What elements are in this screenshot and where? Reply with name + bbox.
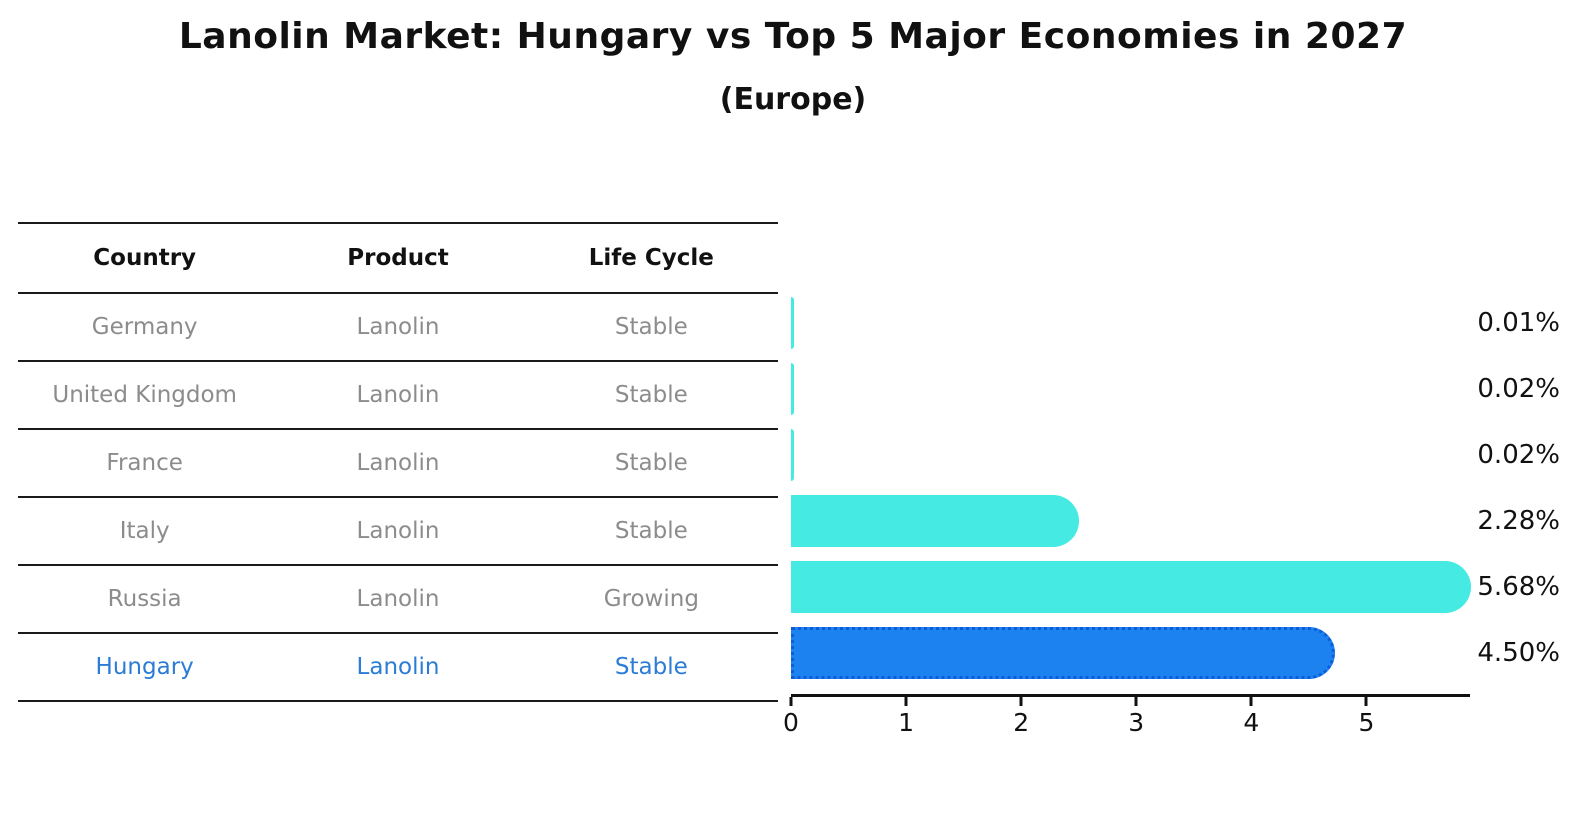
bar-germany [791, 297, 794, 349]
x-tick-label: 0 [783, 708, 799, 737]
x-tick-label: 2 [1013, 708, 1030, 737]
table-cell-life_cycle: Stable [614, 450, 688, 476]
table-row-russia: Russia Lanolin Growing [18, 564, 778, 632]
table-row-hungary: Hungary Lanolin Stable [18, 632, 778, 700]
table-cell-country: Germany [91, 314, 198, 340]
x-tick-label: 4 [1243, 708, 1260, 737]
value-label-united-kingdom: 0.02% [1477, 374, 1560, 404]
table-cell-country: Russia [107, 586, 182, 612]
table-header-cell-product: Product [347, 245, 449, 271]
table-header-row: Country Product Life Cycle [18, 222, 778, 292]
table-row-germany: Germany Lanolin Stable [18, 292, 778, 360]
bar-italy [791, 495, 1080, 547]
table-cell-life_cycle: Stable [614, 382, 688, 408]
table-cell-product: Lanolin [356, 450, 440, 476]
x-tick [1134, 697, 1138, 706]
x-axis: 0 1 2 3 4 5 [783, 694, 1470, 754]
x-tick-label: 3 [1128, 708, 1145, 737]
table-row-united-kingdom: United Kingdom Lanolin Stable [18, 360, 778, 428]
value-label-russia: 5.68% [1477, 572, 1560, 602]
bar-chart-area [791, 222, 1471, 686]
x-tick [1019, 697, 1023, 706]
bar-russia [791, 561, 1471, 613]
chart-subtitle: (Europe) [719, 82, 867, 117]
table-cell-country: United Kingdom [52, 382, 237, 408]
x-tick-label: 1 [898, 708, 915, 737]
table-cell-country: Italy [119, 518, 170, 544]
table-cell-product: Lanolin [356, 314, 440, 340]
value-label-france: 0.02% [1477, 440, 1560, 470]
table-cell-life_cycle: Stable [614, 518, 688, 544]
value-label-germany: 0.01% [1477, 308, 1560, 338]
chart-title: Lanolin Market: Hungary vs Top 5 Major E… [178, 16, 1408, 57]
table-cell-life_cycle: Stable [614, 654, 688, 680]
table-cell-life_cycle: Growing [603, 586, 699, 612]
table-header-cell-country: Country [93, 245, 197, 271]
x-tick [1364, 697, 1368, 706]
table-cell-product: Lanolin [356, 654, 440, 680]
table-cell-product: Lanolin [356, 586, 440, 612]
bar-hungary [791, 627, 1335, 679]
table-row-italy: Italy Lanolin Stable [18, 496, 778, 564]
table-cell-product: Lanolin [356, 382, 440, 408]
table-header-cell-life_cycle: Life Cycle [588, 245, 714, 271]
table-cell-life_cycle: Stable [614, 314, 688, 340]
table-cell-country: Hungary [95, 654, 194, 680]
x-tick [904, 697, 908, 706]
country-table: Country Product Life Cycle Germany Lanolin S… [18, 222, 778, 702]
table-cell-product: Lanolin [356, 518, 440, 544]
bar-united-kingdom [791, 363, 794, 415]
x-tick [789, 697, 793, 706]
value-label-italy: 2.28% [1477, 506, 1560, 536]
table-row-france: France Lanolin Stable [18, 428, 778, 496]
x-tick [1249, 697, 1253, 706]
x-axis-line [791, 694, 1470, 697]
bar-france [791, 429, 794, 481]
value-label-hungary: 4.50% [1477, 638, 1560, 668]
x-tick-label: 5 [1358, 708, 1375, 737]
table-cell-country: France [106, 450, 183, 476]
